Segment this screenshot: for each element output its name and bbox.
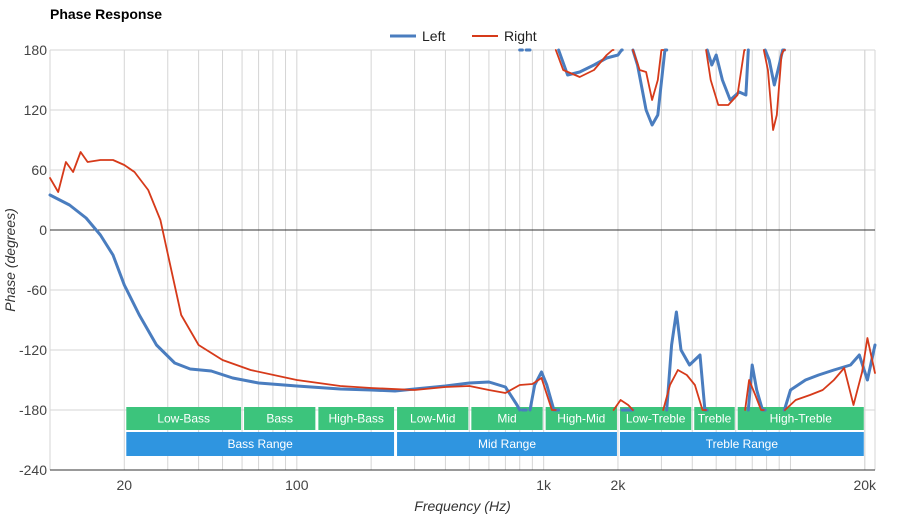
legend-label-left: Left <box>422 28 445 44</box>
frequency-bands: Low-Bass Bass High-Bass Low-Mid Mid High-Mid L… <box>126 407 864 456</box>
range-box <box>126 432 395 456</box>
x-tick-label: 100 <box>285 477 309 493</box>
band-label: High-Mid <box>557 412 605 426</box>
series-line-right <box>49 49 876 411</box>
x-tick-label: 1k <box>536 477 552 493</box>
band-label: Mid <box>497 412 516 426</box>
range-label: Bass Range <box>227 437 293 451</box>
band-box <box>694 407 735 430</box>
range-box <box>397 432 617 456</box>
series-lines <box>48 48 877 412</box>
y-tick-label: 180 <box>24 42 48 58</box>
band-box <box>244 407 316 430</box>
range-box <box>619 432 864 456</box>
y-tick-label: -120 <box>19 342 47 358</box>
legend: Left Right <box>390 28 537 44</box>
x-tick-label: 2k <box>611 477 627 493</box>
band-label: Low-Bass <box>157 412 210 426</box>
y-tick-label: 0 <box>39 222 47 238</box>
band-box <box>397 407 469 430</box>
y-tick-label: -240 <box>19 462 47 478</box>
band-label: Low-Treble <box>626 412 686 426</box>
band-label: Treble <box>698 412 732 426</box>
x-axis-title: Frequency (Hz) <box>414 498 510 514</box>
band-box <box>471 407 543 430</box>
x-tick-label: 20k <box>853 477 877 493</box>
x-tick-label: 20 <box>117 477 133 493</box>
y-tick-label: -180 <box>19 402 47 418</box>
axes: 180 120 60 0 -60 -120 -180 -240 20 100 1k 2k 20k Freq… <box>2 42 877 514</box>
y-axis-title: Phase (degrees) <box>2 208 18 312</box>
band-box <box>318 407 395 430</box>
legend-label-right: Right <box>504 28 537 44</box>
band-label: High-Treble <box>770 412 833 426</box>
band-box <box>737 407 864 430</box>
y-tick-label: -60 <box>27 282 47 298</box>
band-label: Bass <box>266 412 293 426</box>
y-tick-label: 120 <box>24 102 48 118</box>
band-box <box>545 407 617 430</box>
chart-title: Phase Response <box>50 6 163 22</box>
band-box <box>619 407 692 430</box>
range-label: Mid Range <box>478 437 536 451</box>
band-box <box>126 407 242 430</box>
band-label: Low-Mid <box>410 412 455 426</box>
y-tick-label: 60 <box>31 162 47 178</box>
range-label: Treble Range <box>706 437 779 451</box>
band-label: High-Bass <box>329 412 384 426</box>
